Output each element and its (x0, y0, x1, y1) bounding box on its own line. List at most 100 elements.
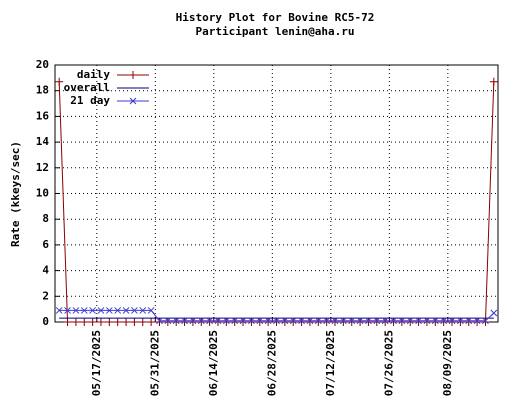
data-point (172, 317, 180, 325)
data-point (214, 317, 222, 325)
data-point (80, 307, 88, 314)
data-point (423, 317, 431, 325)
data-point (440, 317, 448, 325)
data-point (280, 318, 289, 326)
data-point (482, 317, 489, 325)
data-point (213, 318, 222, 326)
data-point (431, 318, 440, 326)
data-point (422, 318, 431, 326)
data-point (105, 318, 114, 326)
x-tick-label: 07/26/2025 (382, 330, 395, 396)
data-point (113, 318, 122, 326)
data-point (122, 307, 130, 314)
data-point (80, 318, 89, 326)
data-point (230, 318, 239, 326)
y-tick-label: 8 (42, 212, 49, 225)
y-axis-label: Rate (kkeys/sec) (9, 141, 22, 247)
data-point (72, 307, 80, 314)
data-point (481, 318, 490, 326)
y-tick-label: 18 (36, 84, 49, 97)
data-point (339, 318, 348, 326)
y-tick-label: 12 (36, 161, 49, 174)
y-tick-label: 2 (42, 289, 49, 302)
y-tick-label: 16 (36, 109, 50, 122)
data-point (347, 318, 356, 326)
data-point (105, 307, 113, 314)
data-point (305, 318, 314, 326)
data-point (331, 318, 340, 326)
data-point (139, 307, 147, 314)
data-point (448, 318, 457, 326)
x-tick-label: 05/17/2025 (90, 330, 103, 396)
data-point (239, 317, 247, 325)
x-tick-label: 05/31/2025 (148, 330, 161, 396)
data-point (156, 317, 163, 325)
data-point (372, 318, 381, 326)
data-point (155, 318, 164, 326)
data-point (398, 317, 406, 325)
data-point (473, 317, 481, 325)
data-point (373, 317, 381, 325)
data-point (406, 318, 415, 326)
data-point (273, 317, 280, 325)
data-point (264, 317, 272, 325)
data-point (297, 318, 306, 326)
data-point (323, 317, 331, 325)
data-point (272, 318, 281, 326)
data-point (172, 318, 181, 326)
data-point (281, 317, 289, 325)
data-point (164, 317, 172, 325)
data-point (314, 318, 323, 326)
data-point (222, 318, 231, 326)
data-point (356, 318, 365, 326)
legend-label: 21 day (70, 94, 110, 107)
data-point (206, 317, 213, 325)
data-point (96, 318, 105, 326)
data-point (222, 317, 230, 325)
y-tick-label: 10 (36, 187, 49, 200)
data-point (364, 318, 373, 326)
data-point (55, 77, 64, 86)
data-point (197, 318, 206, 326)
data-point (322, 318, 331, 326)
data-point (473, 318, 482, 326)
legend-marker (129, 97, 137, 105)
legend-label: daily (77, 68, 110, 81)
data-point (298, 317, 305, 325)
x-tick-label: 08/09/2025 (441, 330, 454, 396)
data-point (231, 317, 239, 325)
data-point (130, 318, 139, 326)
data-point (247, 318, 256, 326)
data-point (457, 317, 464, 325)
series-line (58, 81, 495, 323)
data-point (415, 317, 422, 325)
x-tick-label: 07/12/2025 (324, 330, 337, 396)
data-point (63, 318, 72, 326)
data-point (456, 318, 465, 326)
data-point (239, 318, 248, 326)
legend-marker (129, 71, 137, 79)
data-point (255, 318, 264, 326)
data-point (147, 307, 155, 314)
data-point (256, 317, 264, 325)
data-point (131, 307, 138, 314)
data-point (289, 317, 297, 325)
data-point (490, 309, 498, 317)
data-point (64, 307, 71, 314)
y-tick-label: 6 (42, 238, 49, 251)
chart-title: History Plot for Bovine RC5-72 (176, 11, 375, 24)
data-point (489, 77, 498, 86)
data-point (138, 318, 147, 326)
data-point (464, 318, 473, 326)
x-tick-label: 06/28/2025 (265, 330, 278, 396)
data-point (188, 318, 197, 326)
data-point (88, 318, 97, 326)
data-point (448, 317, 456, 325)
data-point (97, 307, 105, 314)
data-point (55, 307, 63, 314)
data-point (365, 317, 372, 325)
data-point (71, 318, 80, 326)
data-point (389, 318, 398, 326)
data-point (114, 307, 122, 314)
